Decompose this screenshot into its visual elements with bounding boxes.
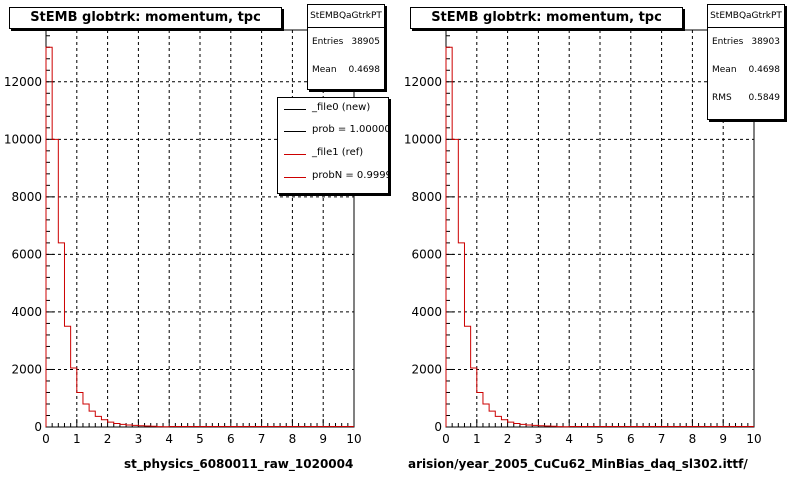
left-x-tick-label: 2	[104, 432, 112, 446]
right-stats-rms-label: RMS	[712, 93, 732, 103]
right-x-tick-label: 10	[746, 432, 761, 446]
right-stats-rms-value: 0.5849	[748, 93, 781, 103]
left-y-tick-label: 0	[34, 420, 42, 434]
right-x-tick-label: 4	[565, 432, 573, 446]
right-x-tick-label: 7	[658, 432, 666, 446]
legend-item-probn: probN = 0.999980	[278, 168, 388, 186]
left-histogram-line	[45, 46, 170, 428]
left-x-tick-label: 4	[165, 432, 173, 446]
right-x-tick-label: 3	[535, 432, 543, 446]
left-x-axis-title: st_physics_6080011_raw_1020004	[124, 457, 354, 471]
right-stats-box: StEMBQaGtrkPT Entries 38903 Mean 0.4698 …	[707, 4, 785, 120]
legend-label-file1: _file1 (ref)	[312, 147, 364, 158]
legend-label-prob: prob = 1.000000	[312, 124, 389, 135]
left-stats-entries-label: Entries	[312, 37, 344, 47]
left-legend: _file0 (new) prob = 1.000000 _file1 (ref…	[277, 97, 389, 194]
right-y-tick-label: 10000	[404, 132, 442, 146]
right-y-tick-label: 0	[434, 420, 442, 434]
right-y-tick-label: 12000	[404, 75, 442, 89]
legend-label-probn: probN = 0.999980	[312, 170, 388, 181]
legend-label-file0: _file0 (new)	[312, 102, 371, 113]
right-stats-mean-value: 0.4698	[748, 65, 781, 75]
left-x-tick-label: 10	[346, 432, 361, 446]
left-x-tick-label: 6	[227, 432, 235, 446]
left-x-tick-label: 8	[289, 432, 297, 446]
right-x-axis-title: arision/year_2005_CuCu62_MinBias_daq_sl3…	[408, 457, 748, 471]
right-plot-title: StEMB globtrk: momentum, tpc	[410, 7, 683, 29]
left-y-tick-label: 8000	[11, 190, 42, 204]
left-x-tick-label: 5	[196, 432, 204, 446]
right-y-tick-label: 6000	[411, 247, 442, 261]
left-y-tick-label: 4000	[11, 305, 42, 319]
right-stats-mean-label: Mean	[712, 65, 737, 75]
right-stats-entries-value: 38903	[751, 37, 780, 47]
right-x-tick-label: 9	[719, 432, 727, 446]
legend-swatch-file0	[284, 109, 306, 110]
right-stats-row-mean: Mean 0.4698	[708, 56, 784, 84]
legend-swatch-file1	[284, 154, 306, 155]
left-x-tick-label: 9	[319, 432, 327, 446]
right-x-tick-label: 2	[504, 432, 512, 446]
left-stats-row-entries: Entries 38905	[308, 28, 384, 56]
right-stats-entries-label: Entries	[712, 37, 744, 47]
legend-swatch-prob	[284, 131, 306, 132]
right-x-tick-label: 8	[689, 432, 697, 446]
left-x-tick-label: 3	[135, 432, 143, 446]
legend-item-file0: _file0 (new)	[278, 100, 388, 118]
left-x-tick-label: 7	[258, 432, 266, 446]
right-y-tick-label: 4000	[411, 305, 442, 319]
right-x-tick-label: 1	[473, 432, 481, 446]
right-x-tick-label: 6	[627, 432, 635, 446]
left-x-tick-label: 1	[73, 432, 81, 446]
left-stats-box: StEMBQaGtrkPT Entries 38905 Mean 0.4698	[307, 4, 385, 90]
right-x-tick-label: 5	[596, 432, 604, 446]
right-stats-row-rms: RMS 0.5849	[708, 84, 784, 112]
left-y-tick-label: 6000	[11, 247, 42, 261]
left-y-tick-label: 12000	[4, 75, 42, 89]
legend-item-prob: prob = 1.000000	[278, 122, 388, 140]
left-stats-name: StEMBQaGtrkPT	[308, 5, 384, 28]
right-stats-name: StEMBQaGtrkPT	[708, 5, 784, 28]
legend-item-file1: _file1 (ref)	[278, 145, 388, 163]
left-stats-mean-value: 0.4698	[348, 65, 381, 75]
left-stats-entries-value: 38905	[351, 37, 380, 47]
right-y-tick-label: 8000	[411, 190, 442, 204]
right-y-tick-label: 2000	[411, 362, 442, 376]
left-x-tick-label: 0	[42, 432, 50, 446]
right-stats-row-entries: Entries 38903	[708, 28, 784, 56]
left-plot-title: StEMB globtrk: momentum, tpc	[9, 7, 282, 29]
left-y-tick-label: 2000	[11, 362, 42, 376]
legend-swatch-probn	[284, 177, 306, 178]
left-y-tick-label: 10000	[4, 132, 42, 146]
right-histogram-line	[445, 46, 570, 428]
right-x-tick-label: 0	[442, 432, 450, 446]
left-stats-row-mean: Mean 0.4698	[308, 56, 384, 84]
left-stats-mean-label: Mean	[312, 65, 337, 75]
